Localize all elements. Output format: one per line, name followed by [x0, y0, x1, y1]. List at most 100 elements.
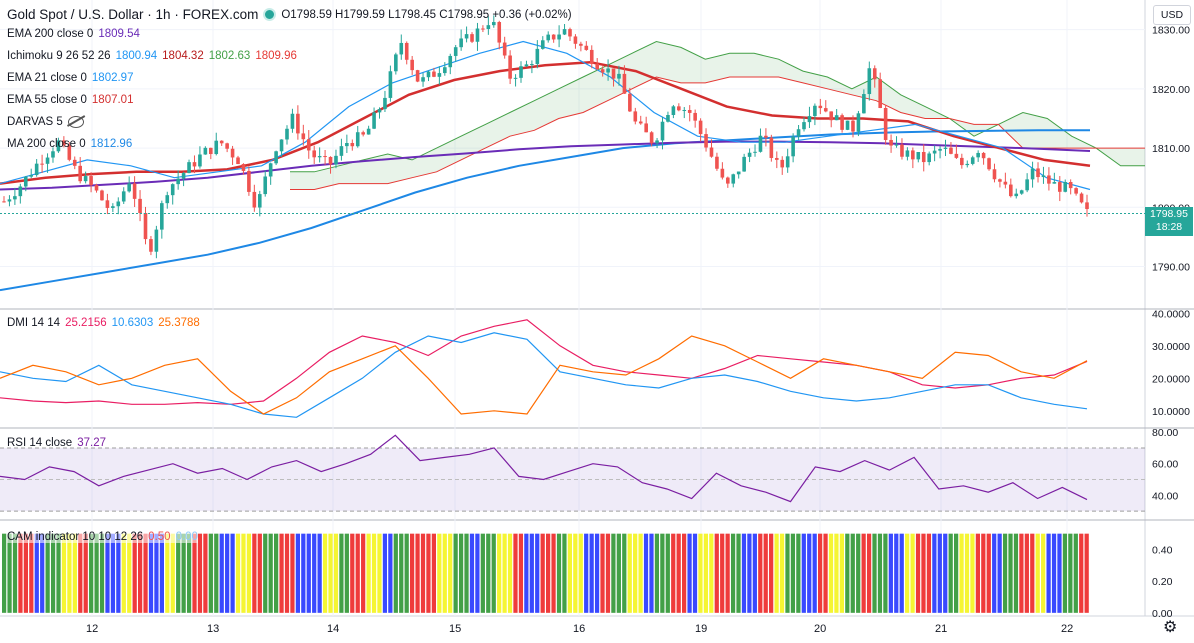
candle-body — [829, 111, 834, 121]
candle-body — [464, 34, 469, 39]
candle-body — [192, 162, 197, 167]
candle-body — [301, 133, 306, 140]
legend-row[interactable]: MA 200 close 0 1812.96 — [7, 138, 132, 150]
cam-bar — [121, 533, 126, 613]
cam-bar — [78, 533, 83, 613]
cam-bar — [513, 533, 518, 613]
settings-gear-icon[interactable]: ⚙ — [1163, 619, 1178, 636]
candle-body — [502, 42, 507, 56]
legend-row[interactable]: DARVAS 5 — [7, 116, 84, 128]
cam-bar — [34, 533, 39, 613]
cam-bar — [306, 533, 311, 613]
candle-body — [105, 200, 110, 208]
candle-body — [889, 139, 893, 146]
candle-body — [312, 150, 317, 158]
candle-body — [187, 162, 191, 174]
candle-body — [176, 178, 180, 185]
dmi-y-tick-label: 30.0000 — [1152, 341, 1190, 353]
panel-legend-rsi[interactable]: RSI 14 close 37.27 — [7, 437, 106, 449]
candle-body — [774, 157, 779, 160]
panel-legend-cam[interactable]: CAM indicator 10 10 12 26 0.50 0.00 — [7, 531, 198, 543]
candle-body — [62, 140, 66, 146]
dmi-series-line — [0, 335, 1088, 415]
candle-body — [589, 49, 594, 64]
cam-bar — [954, 533, 959, 613]
currency-button[interactable]: USD — [1153, 5, 1191, 25]
cam-y-tick-label: 0.40 — [1152, 545, 1173, 557]
candle-body — [726, 177, 730, 184]
candle-body — [769, 137, 774, 158]
cam-bar — [295, 533, 300, 613]
panel-legend-dmi[interactable]: DMI 14 14 25.2156 10.6303 25.3788 — [7, 317, 200, 329]
cam-bar — [654, 533, 660, 613]
candle-body — [1003, 181, 1008, 185]
x-tick-label: 20 — [814, 623, 826, 635]
dmi-series-line — [0, 319, 1088, 405]
hidden-eye-icon[interactable] — [67, 116, 84, 128]
candle-body — [203, 147, 208, 155]
x-tick-label: 21 — [935, 623, 947, 635]
candle-body — [987, 158, 991, 170]
candle-body — [872, 68, 877, 80]
candle-body — [448, 55, 453, 68]
x-tick-label: 15 — [449, 623, 461, 635]
candle-body — [317, 156, 322, 158]
cam-bar — [594, 533, 600, 613]
legend-value: 1809.96 — [255, 50, 297, 62]
candle-body — [840, 115, 844, 130]
cam-bar — [350, 533, 355, 613]
candle-body — [655, 140, 659, 144]
dmi-y-tick-label: 20.0000 — [1152, 373, 1190, 385]
cam-bar — [981, 533, 986, 613]
cam-bar — [1035, 533, 1040, 613]
cam-bar — [758, 533, 763, 613]
legend-value: 1812.96 — [90, 138, 133, 150]
cam-bar — [894, 533, 899, 613]
candle-body — [219, 140, 224, 144]
panel-legend-value: 37.27 — [77, 437, 106, 449]
candle-body — [40, 163, 44, 165]
cam-bar — [872, 533, 877, 613]
candle-body — [671, 106, 676, 116]
candle-body — [1047, 175, 1051, 184]
x-tick-label: 16 — [573, 623, 585, 635]
cam-bar — [807, 533, 812, 613]
legend-row[interactable]: Ichimoku 9 26 52 26 1800.94 1804.32 1802.63… — [7, 50, 297, 62]
legend-row[interactable]: EMA 200 close 0 1809.54 — [7, 28, 140, 40]
cam-bar — [779, 533, 785, 613]
cam-bar — [905, 533, 910, 613]
cam-bar — [1013, 533, 1019, 613]
candle-body — [617, 73, 621, 79]
x-tick-label: 13 — [207, 623, 219, 635]
candle-body — [470, 34, 474, 42]
candle-body — [851, 120, 855, 132]
cam-bar — [633, 533, 638, 613]
cam-bar — [1024, 533, 1029, 613]
candle-body — [100, 190, 104, 201]
legend-row[interactable]: EMA 21 close 0 1802.97 — [7, 72, 133, 84]
cam-bar — [709, 533, 714, 613]
cam-bar — [420, 533, 426, 613]
candle-body — [51, 151, 55, 158]
cam-bar — [99, 533, 105, 613]
candle-body — [394, 54, 398, 72]
candle-body — [862, 94, 866, 114]
symbol-title[interactable]: Gold Spot / U.S. Dollar · 1h · FOREX.com — [7, 7, 259, 22]
ichimoku-cloud — [290, 41, 1145, 190]
cam-bar — [1084, 533, 1089, 613]
cam-bar — [214, 533, 219, 613]
candle-body — [1041, 175, 1046, 178]
cam-bar — [203, 533, 208, 613]
candle-body — [568, 29, 572, 37]
candle-body — [143, 212, 148, 240]
cam-bar — [241, 533, 246, 613]
cam-bar — [1046, 533, 1051, 613]
candle-body — [160, 203, 164, 230]
legend-row[interactable]: EMA 55 close 0 1807.01 — [7, 94, 133, 106]
cam-bar — [540, 533, 545, 613]
candle-body — [279, 139, 284, 152]
cam-bar — [268, 533, 273, 613]
cam-bar — [246, 533, 252, 613]
